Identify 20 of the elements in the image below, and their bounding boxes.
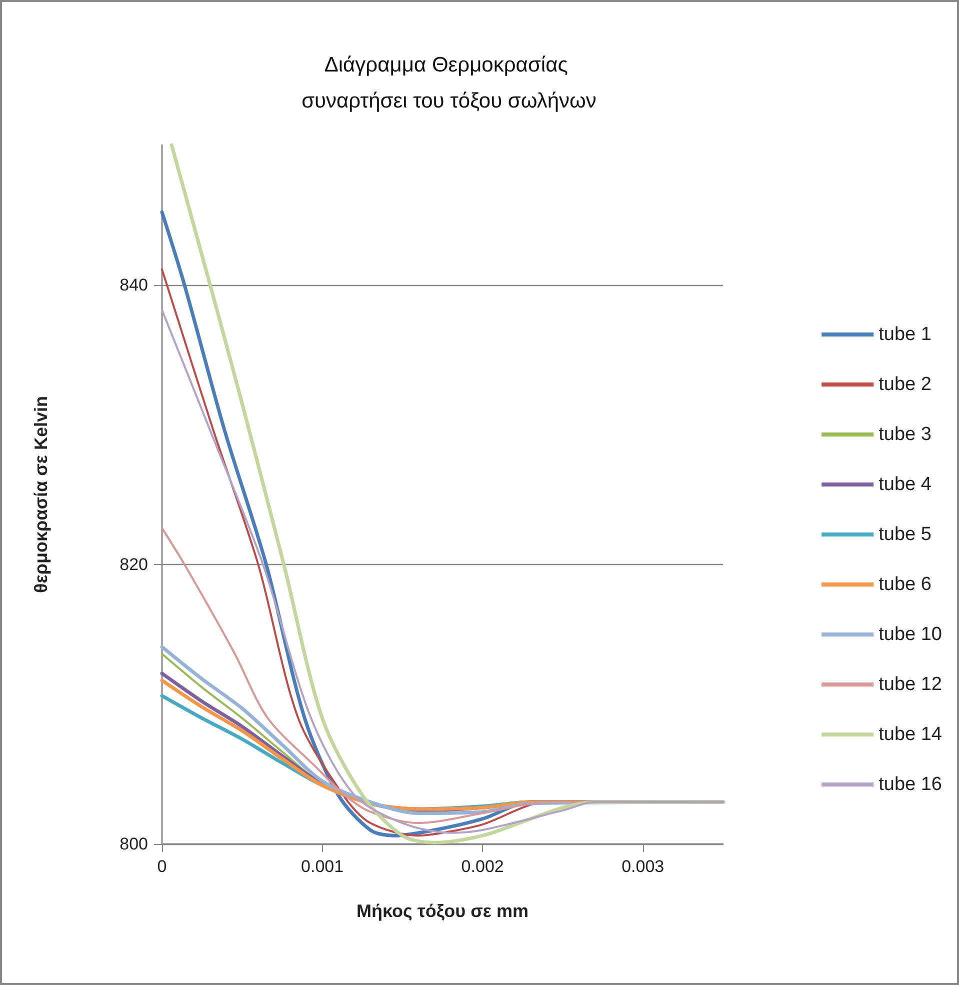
y-axis-title: θερμοκρασία σε Kelvin <box>31 396 51 593</box>
x-tick-label: 0 <box>157 857 167 876</box>
legend-label: tube 16 <box>878 774 942 795</box>
x-tick-label: 0.001 <box>301 857 344 876</box>
legend-label: tube 6 <box>878 574 932 595</box>
legend-label: tube 1 <box>878 324 932 345</box>
y-tick-label: 800 <box>120 834 148 854</box>
legend-label: tube 10 <box>878 624 942 645</box>
x-axis-title: Μήκος τόξου σε mm <box>356 901 528 921</box>
legend-label: tube 2 <box>878 374 932 395</box>
legend-label: tube 12 <box>878 674 942 695</box>
chart-title: Διάγραμμα Θερμοκρασίας συναρτήσει του τόξου σωλήνων <box>302 54 596 112</box>
y-tick-label: 840 <box>120 275 148 294</box>
y-tick-label: 820 <box>120 554 148 574</box>
legend-label: tube 4 <box>878 474 932 495</box>
legend-label: tube 14 <box>878 724 942 745</box>
x-tick-label: 0.002 <box>461 857 504 876</box>
legend-label: tube 5 <box>878 524 932 545</box>
legend-label: tube 3 <box>878 424 932 445</box>
x-tick-label: 0.003 <box>622 857 664 876</box>
